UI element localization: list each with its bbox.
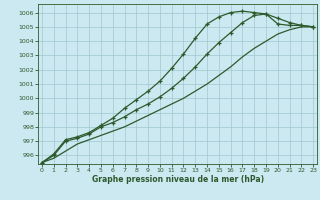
X-axis label: Graphe pression niveau de la mer (hPa): Graphe pression niveau de la mer (hPa) [92,175,264,184]
